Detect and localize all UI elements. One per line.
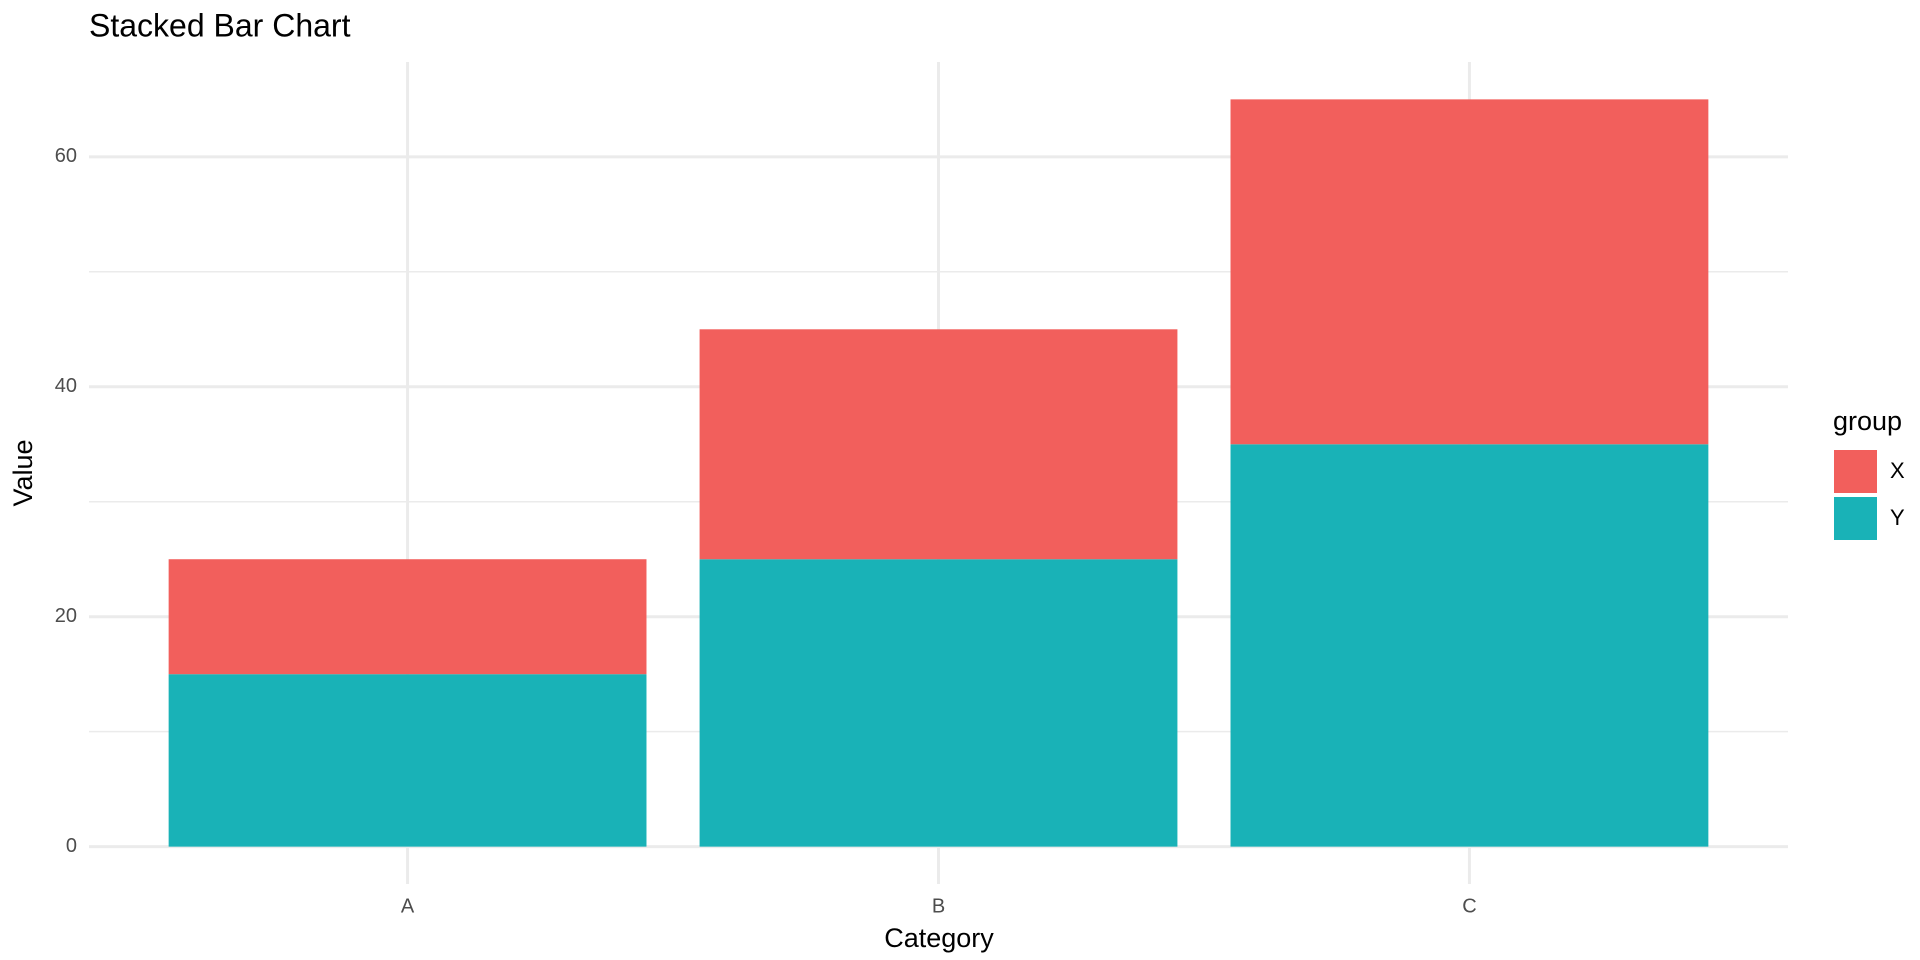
bar-segment xyxy=(1230,99,1709,445)
y-axis-title: Value xyxy=(8,439,38,506)
legend-key xyxy=(1834,497,1877,540)
legend-label: X xyxy=(1890,458,1905,483)
bar-segment xyxy=(1230,444,1709,847)
chart-title: Stacked Bar Chart xyxy=(89,7,351,43)
bar-segment xyxy=(699,329,1178,560)
bar-segment xyxy=(168,674,647,847)
bar-segment xyxy=(168,559,647,675)
x-tick-label: A xyxy=(401,895,415,917)
y-tick-label: 20 xyxy=(55,605,77,627)
y-tick-label: 0 xyxy=(66,835,77,857)
y-tick-label: 40 xyxy=(55,375,77,397)
bar-segment xyxy=(699,559,1178,847)
x-axis-title: Category xyxy=(884,923,994,953)
y-tick-label: 60 xyxy=(55,145,77,167)
legend-label: Y xyxy=(1890,505,1905,530)
x-tick-label: B xyxy=(932,895,945,917)
legend-title: group xyxy=(1833,406,1902,436)
x-tick-label: C xyxy=(1462,895,1476,917)
legend-key xyxy=(1834,450,1877,493)
